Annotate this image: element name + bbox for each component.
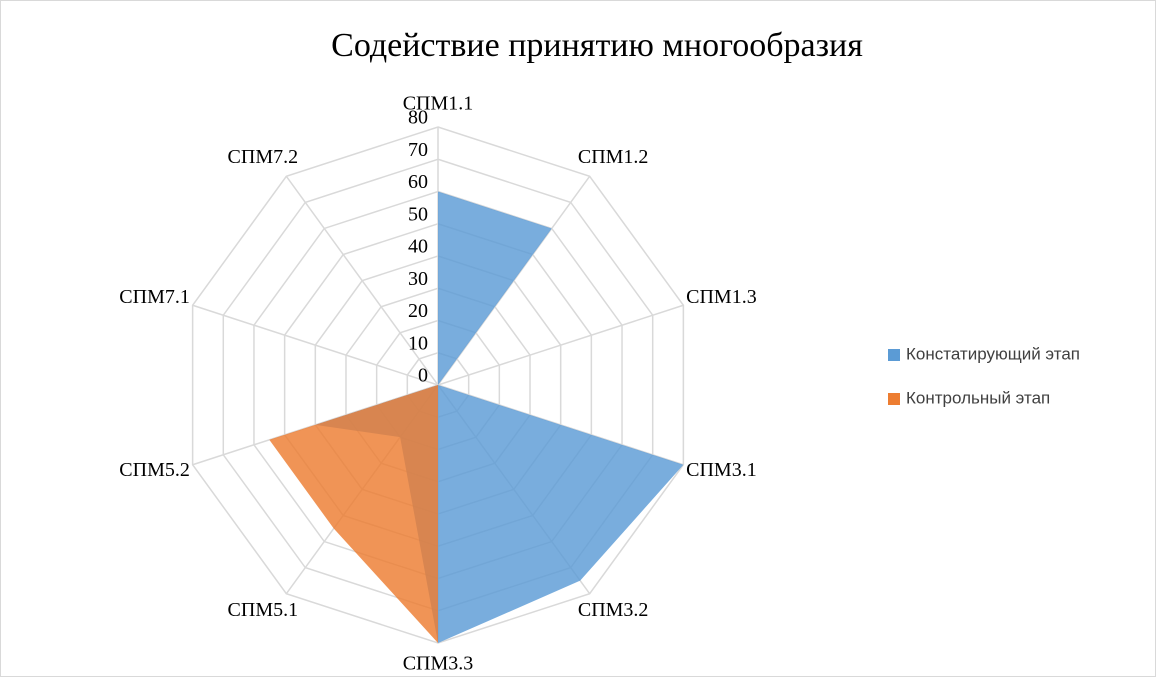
- series-area: [269, 385, 438, 643]
- category-label: СПМ3.3: [403, 653, 474, 675]
- y-tick-label: 0: [418, 365, 428, 387]
- category-label: СПМ3.1: [686, 459, 757, 481]
- y-tick-label: 60: [408, 171, 428, 193]
- y-tick-label: 20: [408, 300, 428, 322]
- y-tick-label: 10: [408, 332, 428, 354]
- y-tick-label: 70: [408, 139, 428, 161]
- chart-title: Содействие принятию многообразия: [331, 27, 863, 64]
- y-tick-label: 40: [408, 236, 428, 258]
- category-label: СПМ5.1: [228, 599, 299, 621]
- legend-label: Контрольный этап: [906, 388, 1050, 407]
- category-label: СПМ1.1: [403, 93, 474, 115]
- spoke: [285, 175, 439, 386]
- category-label: СПМ5.2: [119, 459, 190, 481]
- legend-swatch: [888, 393, 900, 405]
- category-label: СПМ1.3: [686, 286, 757, 308]
- y-tick-label: 30: [408, 268, 428, 290]
- spoke: [437, 304, 684, 386]
- category-label: СПМ7.1: [119, 286, 190, 308]
- y-tick-label: 50: [408, 203, 428, 225]
- category-label: СПМ7.2: [228, 146, 299, 168]
- spoke: [437, 175, 591, 386]
- category-label: СПМ3.2: [578, 599, 649, 621]
- legend-label: Констатирующий этап: [906, 344, 1080, 363]
- spoke: [192, 304, 439, 386]
- y-tick-label: 80: [408, 107, 428, 129]
- legend-swatch: [888, 349, 900, 361]
- category-label: СПМ1.2: [578, 146, 649, 168]
- series-area: [315, 191, 684, 643]
